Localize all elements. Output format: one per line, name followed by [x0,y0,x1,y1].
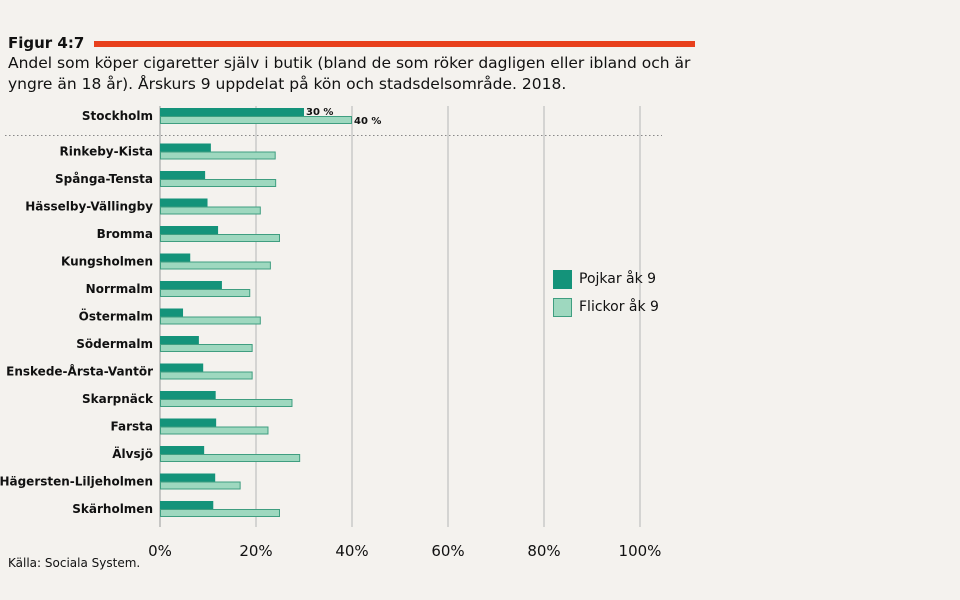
bar-flickor [160,509,280,517]
data-label: 40 % [354,116,381,127]
bar-pojkar [160,108,304,116]
bar-flickor [160,289,251,297]
category-label: Bromma [97,227,153,241]
bar-flickor [160,344,253,352]
category-label: Rinkeby-Kista [60,145,153,159]
bar-pojkar [160,336,199,344]
bar-flickor [160,206,261,215]
category-label: Spånga-Tensta [55,172,153,186]
bar-pojkar [160,391,216,399]
bar-pojkar [160,501,214,509]
x-tick-label: 40% [335,542,368,560]
bar-pojkar [160,281,222,289]
legend: Pojkar åk 9 Flickor åk 9 [553,265,659,321]
legend-swatch-pojkar [553,269,572,289]
bar-flickor [160,116,352,124]
category-label: Hägersten-Liljeholmen [0,475,153,489]
bar-flickor [160,316,261,325]
bar-pojkar [160,143,211,152]
bar-pojkar [160,418,217,427]
figure-label: Figur 4:7 [8,34,85,52]
bar-flickor [160,426,269,435]
bar-pojkar [160,198,208,207]
bar-flickor [160,234,280,242]
bar-pojkar [160,446,205,454]
category-label: Kungsholmen [61,255,153,269]
chart-title: Andel som köper cigaretter själv i butik… [8,54,691,93]
accent-rule [94,41,695,47]
bar-flickor [160,371,253,380]
category-label: Hässelby-Vällingby [25,200,153,214]
bar-flickor [160,481,241,490]
legend-label-pojkar: Pojkar åk 9 [579,271,657,287]
x-tick-label: 80% [527,542,560,560]
category-label: Skärholmen [72,502,153,516]
bar-flickor [160,151,276,160]
legend-swatch-flickor [553,297,572,317]
bar-pojkar [160,473,216,482]
bar-pojkar [160,253,191,262]
bar-flickor [160,454,301,462]
legend-label-flickor: Flickor åk 9 [579,299,659,315]
x-tick-label: 60% [431,542,464,560]
category-label: Enskede-Årsta-Vantör [6,364,153,379]
bar-flickor [160,399,293,407]
bar-flickor [160,261,271,270]
bar-flickor [160,179,277,187]
legend-item-flickor: Flickor åk 9 [553,293,659,321]
source-note: Källa: Sociala System. [8,556,141,570]
category-label: Skarpnäck [82,392,154,406]
bar-pojkar [160,363,204,372]
category-label: Östermalm [79,309,153,324]
x-tick-label: 0% [148,542,172,560]
category-label: Stockholm [82,109,153,123]
bar-pojkar [160,226,219,234]
x-tick-label: 20% [239,542,272,560]
category-label: Älvsjö [112,446,153,461]
category-label: Norrmalm [86,282,153,296]
category-label: Farsta [111,420,154,434]
category-label: Södermalm [76,337,153,351]
bar-pojkar [160,171,206,179]
x-tick-label: 100% [619,542,662,560]
bar-pojkar [160,308,184,317]
data-label: 30 % [306,107,333,118]
legend-item-pojkar: Pojkar åk 9 [553,265,659,293]
